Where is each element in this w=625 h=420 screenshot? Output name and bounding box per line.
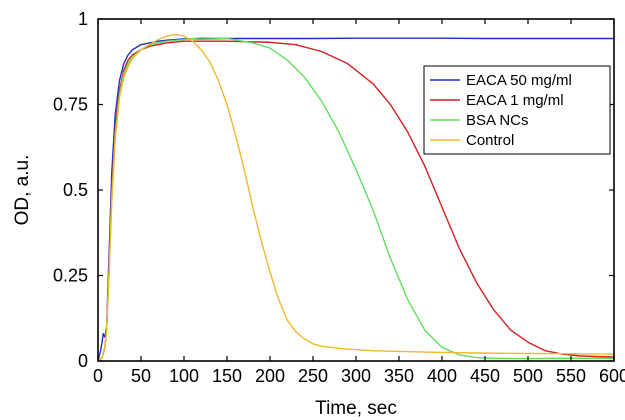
x-tick-label: 600 bbox=[599, 366, 625, 386]
y-tick-label: 0.75 bbox=[53, 95, 88, 115]
y-axis-title: OD, a.u. bbox=[12, 155, 33, 226]
legend: EACA 50 mg/ml EACA 1 mg/ml BSA NCs Control bbox=[423, 65, 611, 155]
x-tick-label: 300 bbox=[341, 366, 371, 386]
x-axis-title: Time, sec bbox=[315, 398, 397, 419]
legend-label-2: BSA NCs bbox=[466, 112, 529, 129]
legend-label-0: EACA 50 mg/ml bbox=[466, 72, 572, 89]
legend-label-1: EACA 1 mg/ml bbox=[466, 92, 564, 109]
x-tick-label: 550 bbox=[556, 366, 586, 386]
series-line-3 bbox=[97, 33, 615, 362]
y-tick-label: 0 bbox=[78, 351, 88, 371]
x-tick-label: 200 bbox=[255, 366, 285, 386]
x-tick-label: 350 bbox=[384, 366, 414, 386]
y-tick-label: 1 bbox=[78, 9, 88, 29]
y-tick-label: 0.5 bbox=[63, 180, 88, 200]
x-tick-label: 400 bbox=[427, 366, 457, 386]
x-tick-label: 150 bbox=[212, 366, 242, 386]
x-tick-label: 0 bbox=[93, 366, 103, 386]
y-tick-label: 0.25 bbox=[53, 266, 88, 286]
x-tick-label: 450 bbox=[470, 366, 500, 386]
x-tick-label: 250 bbox=[298, 366, 328, 386]
x-tick-label: 100 bbox=[169, 366, 199, 386]
series-layer bbox=[97, 33, 615, 362]
tick-layer: 0 50 100 150 200 250 300 350 400 450 500 550 600 0 0.2… bbox=[53, 9, 625, 386]
legend-label-3: Control bbox=[466, 132, 514, 149]
x-tick-label: 500 bbox=[513, 366, 543, 386]
x-tick-label: 50 bbox=[131, 366, 151, 386]
